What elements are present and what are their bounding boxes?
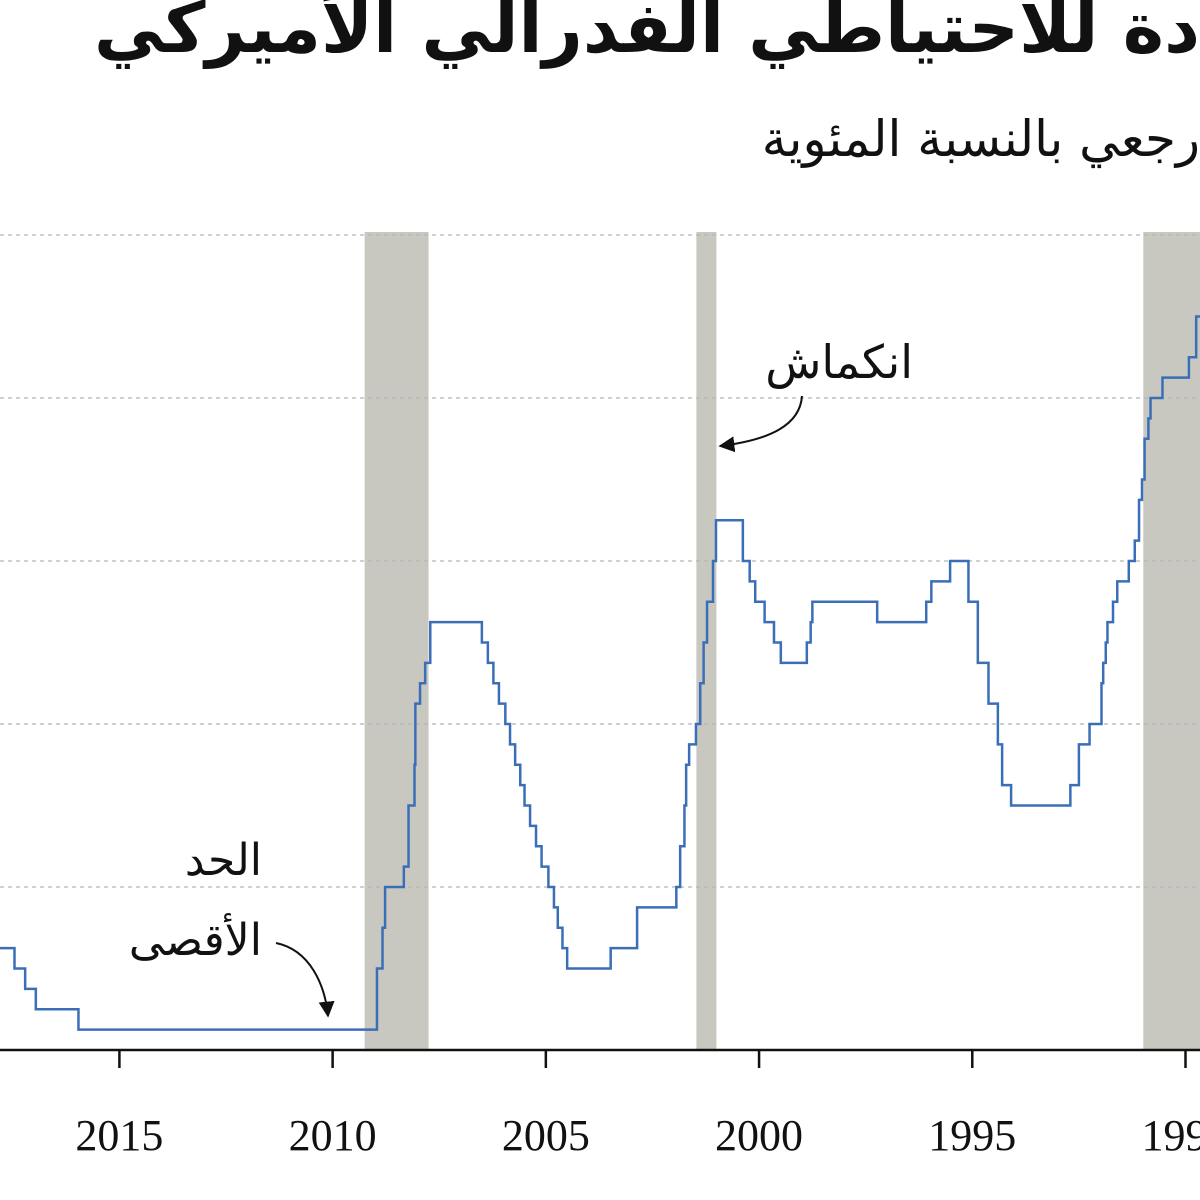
x-tick-label: 2015 bbox=[75, 1111, 163, 1160]
x-tick-label: 1990 bbox=[1142, 1111, 1200, 1160]
x-tick-label: 2000 bbox=[715, 1111, 803, 1160]
background bbox=[0, 232, 1200, 1051]
x-tick-label: 2010 bbox=[289, 1111, 377, 1160]
annotation: انكماش bbox=[765, 335, 913, 389]
annotation-arrow bbox=[718, 395, 803, 453]
annotation: الأقصى bbox=[129, 912, 262, 966]
chart-subtitle: رجعي بالنسبة المئوية bbox=[762, 110, 1200, 168]
annotation-arrow bbox=[275, 942, 335, 1018]
chart-title: دة للاحتياطي الفدرالي الأميركي bbox=[94, 0, 1200, 69]
recession-band bbox=[1143, 232, 1200, 1050]
x-tick-label: 1995 bbox=[928, 1111, 1016, 1160]
rate-line bbox=[0, 315, 1200, 1031]
recession-band bbox=[364, 232, 429, 1050]
x-tick-label: 2005 bbox=[502, 1111, 590, 1160]
annotation: الحد bbox=[185, 835, 262, 886]
